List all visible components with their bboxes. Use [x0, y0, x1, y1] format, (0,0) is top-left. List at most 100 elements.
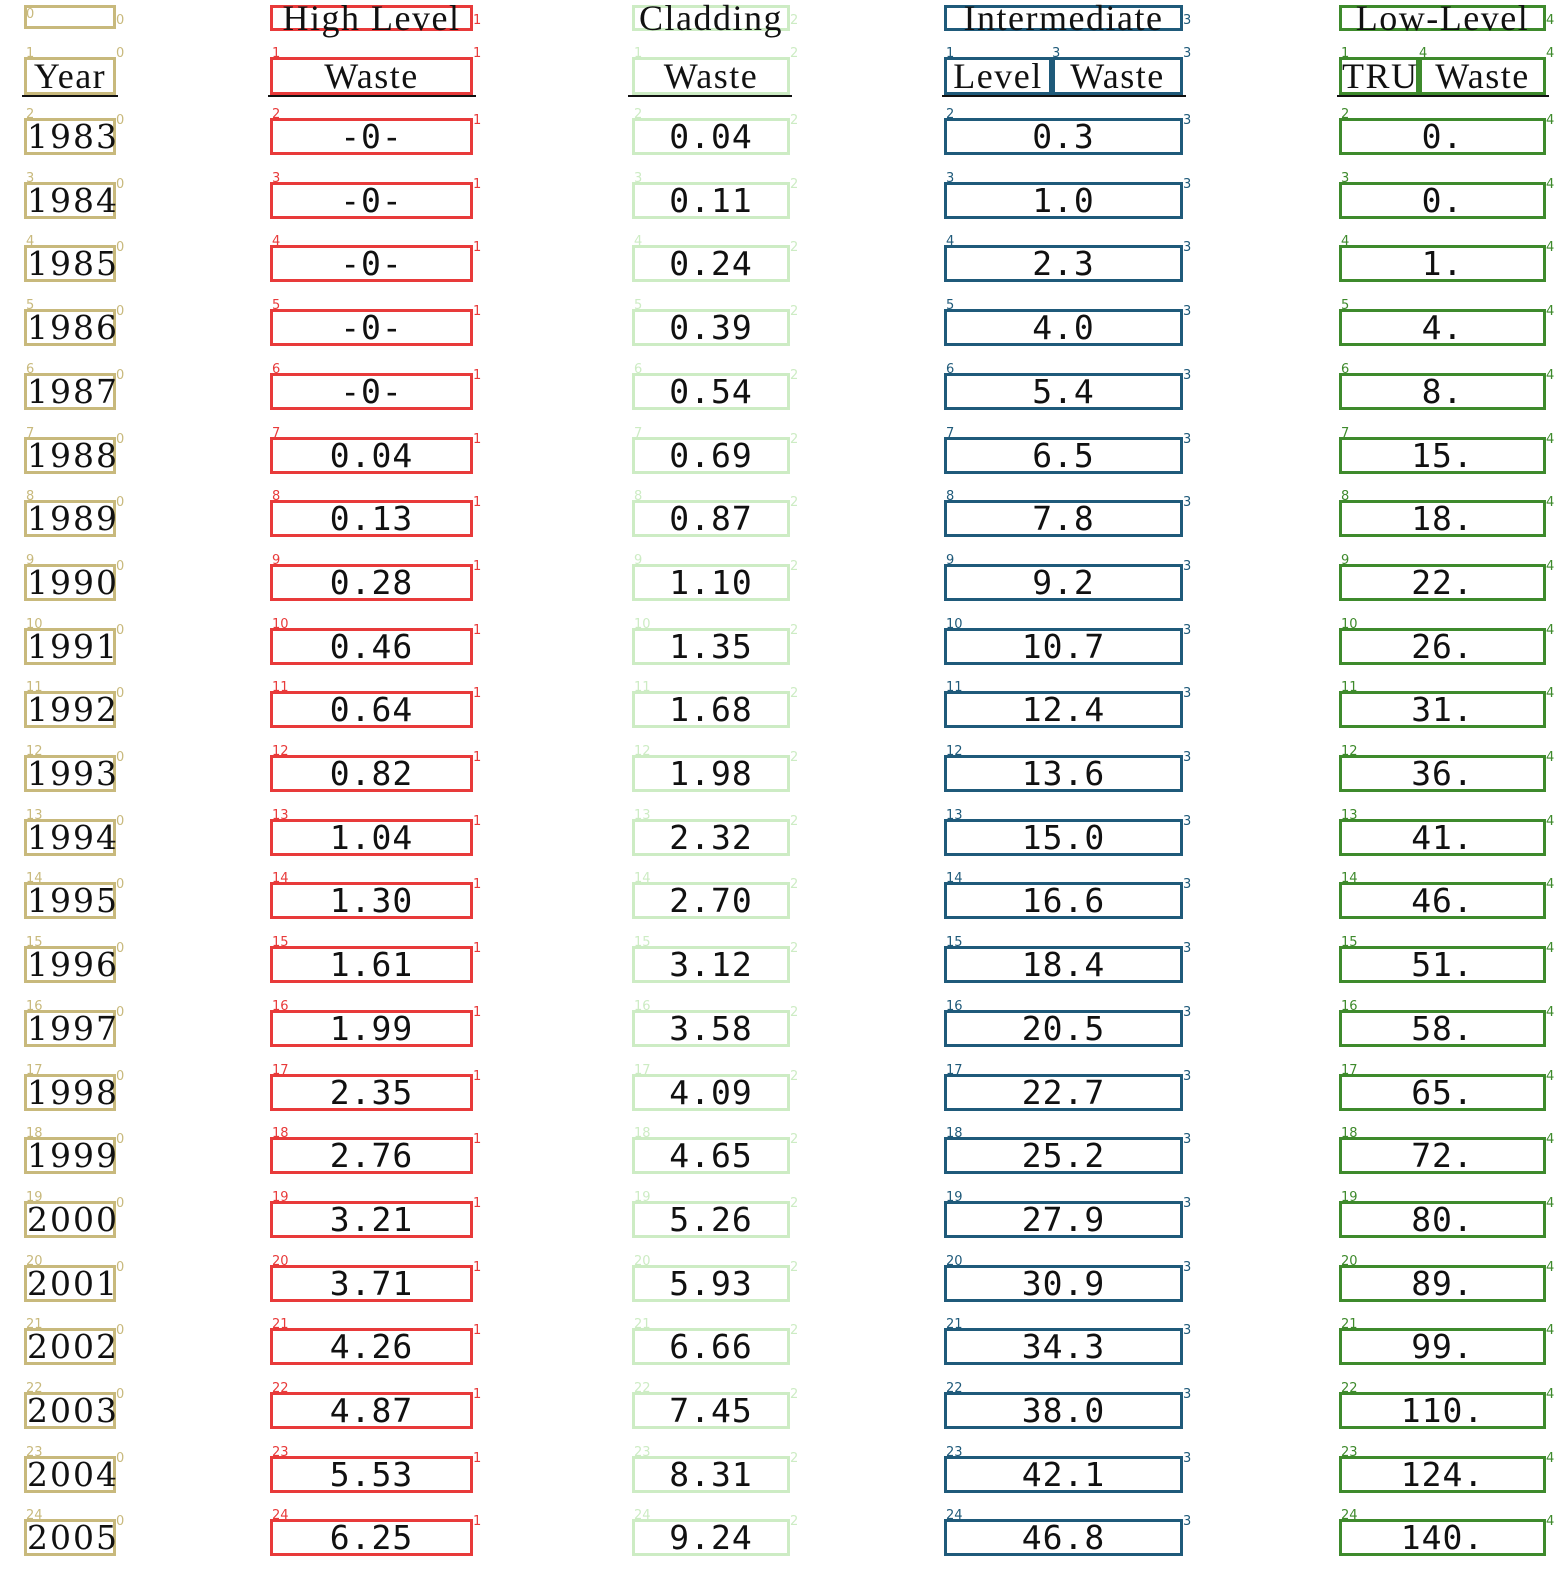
year-cell: 2004: [24, 1455, 119, 1494]
col-label: 1: [473, 1132, 482, 1147]
high-level-waste-cell: 6.25: [270, 1519, 473, 1556]
col-label: 2: [790, 1069, 799, 1084]
cladding-waste-cell-text: 8.31: [669, 1455, 753, 1494]
year-cell-text: 2004: [27, 1455, 119, 1494]
low-level-tru-waste-cell-text: 8.: [1421, 372, 1464, 411]
year-cell: 1993: [24, 755, 117, 792]
cladding-waste-cell: 2.32: [632, 819, 790, 856]
row-label: 1: [272, 46, 281, 61]
low-level-tru-waste-cell: 36.: [1339, 755, 1546, 792]
high-level-waste-cell: 0.13: [270, 500, 473, 537]
year-cell-text: 1992: [27, 690, 119, 729]
cladding-waste-cell-text: 6.66: [669, 1327, 753, 1366]
low-level-tru-waste-cell: 110.: [1339, 1392, 1546, 1429]
intermediate-level-waste-cell-text: 10.7: [1021, 627, 1106, 666]
row-label: 10: [634, 617, 651, 632]
row-label: 15: [1341, 935, 1358, 950]
col-label: 3: [1183, 1451, 1192, 1466]
low-level-tru-waste-cell: 4.: [1339, 309, 1546, 346]
header-intermediate-top: Intermediate: [944, 0, 1183, 36]
year-cell-text: 1986: [27, 308, 119, 347]
col-label: 1: [473, 46, 482, 61]
low-level-tru-waste-cell-text: 51.: [1411, 945, 1474, 984]
header-tru: TRU: [1339, 57, 1419, 95]
intermediate-level-waste-cell-text: 12.4: [1021, 690, 1106, 729]
col-label: 1: [473, 240, 482, 255]
cladding-waste-cell-text: 0.11: [669, 181, 753, 220]
col-label: 0: [116, 1069, 125, 1084]
high-level-waste-cell-text: 6.25: [329, 1518, 414, 1557]
row-label: 12: [26, 744, 43, 759]
cladding-waste-cell-text: 0.04: [669, 117, 753, 156]
col-label: 2: [790, 750, 799, 765]
header-low-level-top: Low-Level: [1339, 0, 1546, 36]
col-label: 1: [473, 1387, 482, 1402]
col-label: 1: [473, 1514, 482, 1529]
intermediate-level-waste-cell-text: 38.0: [1021, 1391, 1106, 1430]
row-label: 6: [946, 362, 955, 377]
year-cell: 1983: [24, 118, 117, 155]
col-label: 3: [1183, 1323, 1192, 1338]
col-label: 4: [1546, 368, 1555, 383]
row-label: 9: [946, 553, 955, 568]
year-cell-text: 2003: [27, 1391, 119, 1430]
year-cell-text: 1988: [27, 436, 119, 475]
col-label: 3: [1183, 941, 1192, 956]
intermediate-level-waste-cell: 30.9: [944, 1265, 1183, 1302]
row-label: 8: [946, 489, 955, 504]
col-label: 3: [1183, 623, 1192, 638]
high-level-waste-cell-text: 2.76: [329, 1136, 414, 1175]
row-label: 0: [26, 7, 35, 22]
col-label: 1: [473, 368, 482, 383]
col-label: 1: [473, 877, 482, 892]
header-year-top: [24, 5, 116, 29]
cladding-waste-cell-text: 4.09: [669, 1073, 753, 1112]
intermediate-level-waste-cell: 46.8: [944, 1519, 1183, 1556]
intermediate-level-waste-cell: 34.3: [944, 1328, 1183, 1365]
col-label: 1: [473, 941, 482, 956]
year-cell: 1998: [24, 1074, 117, 1111]
col-label: 2: [790, 686, 799, 701]
row-label: 10: [1341, 617, 1358, 632]
cladding-waste-cell: 4.65: [632, 1137, 790, 1174]
header-intermediate-waste: Waste: [1052, 57, 1183, 95]
col-label: 4: [1546, 877, 1555, 892]
intermediate-level-waste-cell-text: 30.9: [1021, 1264, 1106, 1303]
row-label: 12: [946, 744, 963, 759]
intermediate-level-waste-cell-text: 22.7: [1021, 1073, 1106, 1112]
col-label: 3: [1183, 1260, 1192, 1275]
row-label: 24: [26, 1508, 43, 1523]
cladding-waste-cell: 5.93: [632, 1265, 790, 1302]
row-label: 4: [634, 234, 643, 249]
year-cell: 1994: [24, 819, 117, 856]
year-cell: 1986: [24, 308, 119, 347]
low-level-tru-waste-cell-text: 72.: [1411, 1136, 1474, 1175]
row-label: 14: [946, 871, 963, 886]
col-label: 2: [790, 1323, 799, 1338]
row-label: 16: [1341, 999, 1358, 1014]
high-level-waste-cell-text: 0.46: [329, 627, 414, 666]
row-label: 20: [272, 1254, 289, 1269]
intermediate-level-waste-cell-text: 13.6: [1021, 754, 1106, 793]
high-level-waste-cell-text: -0-: [340, 372, 403, 411]
col-label: 0: [116, 432, 125, 447]
row-label: 3: [272, 171, 281, 186]
year-cell: 1992: [24, 690, 119, 729]
cladding-waste-cell: 0.87: [632, 500, 790, 537]
intermediate-level-waste-cell-text: 46.8: [1021, 1518, 1106, 1557]
cladding-waste-cell-text: 0.87: [669, 499, 753, 538]
row-label: 18: [1341, 1126, 1358, 1141]
col-label: 4: [1546, 46, 1555, 61]
col-label: 0: [116, 686, 125, 701]
row-label: 19: [1341, 1190, 1358, 1205]
low-level-tru-waste-cell: 46.: [1339, 882, 1546, 919]
year-cell: 1989: [24, 500, 117, 537]
row-label: 23: [946, 1445, 963, 1460]
row-label: 24: [272, 1508, 289, 1523]
cladding-waste-cell: 0.54: [632, 373, 790, 410]
intermediate-level-waste-cell: 16.6: [944, 882, 1183, 919]
col-label: 1: [473, 304, 482, 319]
high-level-waste-cell: 0.04: [270, 437, 473, 474]
row-label: 11: [26, 680, 43, 695]
header-year: Year: [24, 57, 116, 95]
